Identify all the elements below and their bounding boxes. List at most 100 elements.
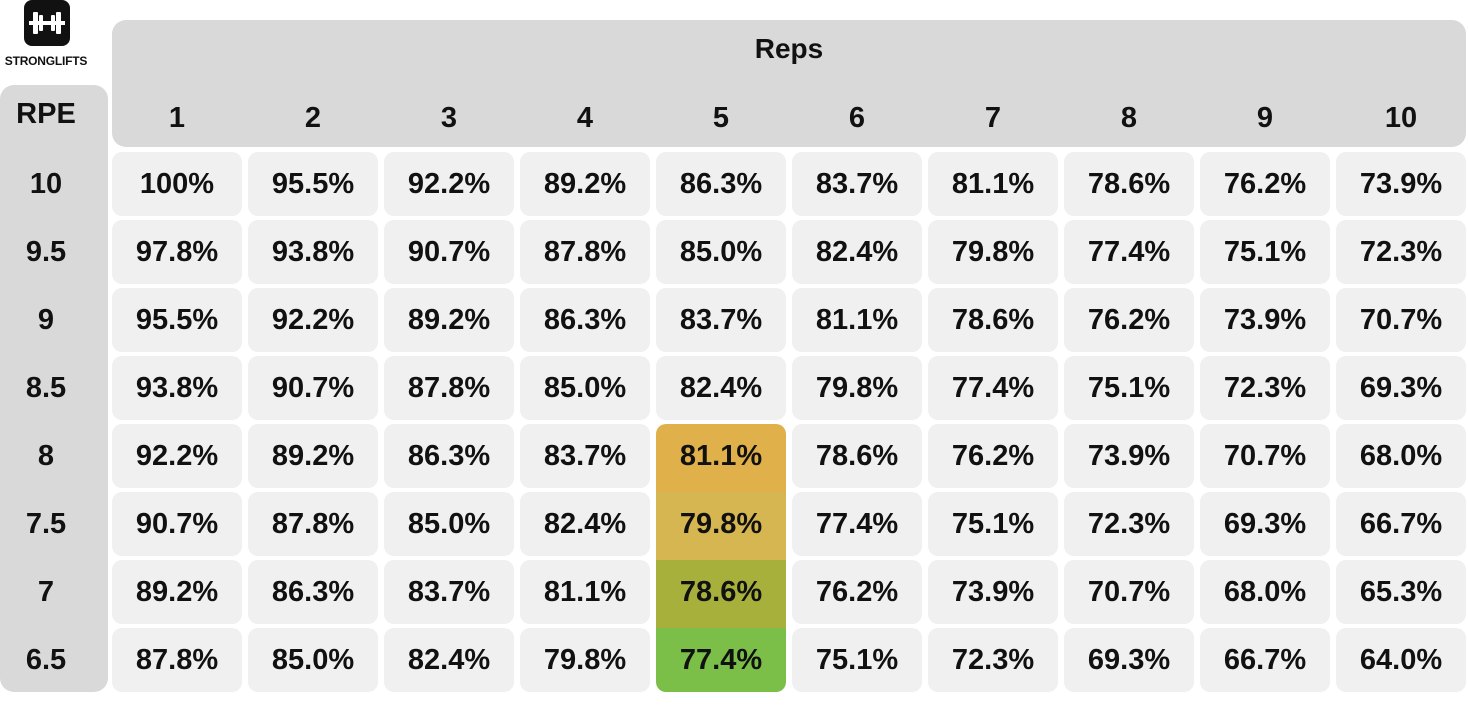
table-cell: 78.6% [1064, 152, 1194, 216]
table-cell: 81.1% [656, 424, 786, 492]
table-cell: 79.8% [928, 220, 1058, 284]
table-cell: 66.7% [1336, 492, 1466, 556]
table-cell: 69.3% [1200, 492, 1330, 556]
column-header: 6 [848, 102, 866, 134]
table-cell: 86.3% [248, 560, 378, 624]
column-header: 9 [1256, 102, 1274, 134]
table-cell: 75.1% [1064, 356, 1194, 420]
row-header: 7.5 [25, 508, 67, 540]
table-cell: 90.7% [112, 492, 242, 556]
row-header: 7 [37, 576, 55, 608]
table-cell: 92.2% [384, 152, 514, 216]
table-cell: 92.2% [248, 288, 378, 352]
table-cell: 65.3% [1336, 560, 1466, 624]
table-cell: 86.3% [384, 424, 514, 488]
table-cell: 89.2% [112, 560, 242, 624]
row-header: 9 [37, 304, 55, 336]
row-header: 10 [29, 168, 63, 200]
column-header: 1 [168, 102, 186, 134]
table-cell: 72.3% [928, 628, 1058, 692]
table-cell: 90.7% [384, 220, 514, 284]
table-cell: 69.3% [1336, 356, 1466, 420]
table-cell: 83.7% [656, 288, 786, 352]
table-cell: 77.4% [792, 492, 922, 556]
table-cell: 87.8% [112, 628, 242, 692]
table-cell: 85.0% [656, 220, 786, 284]
reps-header-panel [112, 20, 1466, 147]
table-cell: 72.3% [1200, 356, 1330, 420]
table-cell: 73.9% [928, 560, 1058, 624]
table-cell: 78.6% [928, 288, 1058, 352]
table-cell: 69.3% [1064, 628, 1194, 692]
table-cell: 73.9% [1200, 288, 1330, 352]
table-cell: 90.7% [248, 356, 378, 420]
table-cell: 85.0% [384, 492, 514, 556]
table-cell: 75.1% [792, 628, 922, 692]
table-cell: 78.6% [656, 560, 786, 628]
table-cell: 64.0% [1336, 628, 1466, 692]
row-header: 8 [37, 440, 55, 472]
table-cell: 72.3% [1336, 220, 1466, 284]
row-header: 8.5 [25, 372, 67, 404]
table-cell: 76.2% [928, 424, 1058, 488]
rpe-title: RPE [16, 98, 76, 130]
column-header: 8 [1120, 102, 1138, 134]
table-cell: 95.5% [112, 288, 242, 352]
table-cell: 87.8% [520, 220, 650, 284]
table-cell: 72.3% [1064, 492, 1194, 556]
table-cell: 83.7% [384, 560, 514, 624]
table-cell: 81.1% [792, 288, 922, 352]
table-cell: 75.1% [1200, 220, 1330, 284]
table-cell: 70.7% [1064, 560, 1194, 624]
table-cell: 70.7% [1336, 288, 1466, 352]
column-header: 3 [440, 102, 458, 134]
table-cell: 73.9% [1336, 152, 1466, 216]
table-cell: 82.4% [792, 220, 922, 284]
table-cell: 79.8% [656, 492, 786, 560]
table-cell: 97.8% [112, 220, 242, 284]
table-cell: 82.4% [384, 628, 514, 692]
table-cell: 95.5% [248, 152, 378, 216]
table-cell: 81.1% [928, 152, 1058, 216]
table-cell: 93.8% [248, 220, 378, 284]
reps-title: Reps [754, 33, 824, 64]
column-header: 10 [1384, 102, 1418, 134]
row-header: 6.5 [25, 644, 67, 676]
table-cell: 77.4% [928, 356, 1058, 420]
table-cell: 89.2% [384, 288, 514, 352]
table-cell: 79.8% [792, 356, 922, 420]
column-header: 7 [984, 102, 1002, 134]
table-cell: 73.9% [1064, 424, 1194, 488]
table-cell: 82.4% [520, 492, 650, 556]
table-cell: 66.7% [1200, 628, 1330, 692]
table-cell: 85.0% [520, 356, 650, 420]
table-cell: 70.7% [1200, 424, 1330, 488]
table-cell: 83.7% [520, 424, 650, 488]
table-cell: 76.2% [1200, 152, 1330, 216]
column-header: 5 [712, 102, 730, 134]
row-header: 9.5 [25, 236, 67, 268]
table-cell: 76.2% [1064, 288, 1194, 352]
table-cell: 93.8% [112, 356, 242, 420]
table-cell: 82.4% [656, 356, 786, 420]
column-header: 4 [576, 102, 594, 134]
column-header: 2 [304, 102, 322, 134]
table-cell: 92.2% [112, 424, 242, 488]
table-cell: 77.4% [656, 628, 786, 692]
table-cell: 85.0% [248, 628, 378, 692]
table-cell: 86.3% [656, 152, 786, 216]
table-cell: 83.7% [792, 152, 922, 216]
rpe-header-panel [0, 85, 108, 692]
barbell-icon [24, 0, 70, 46]
table-cell: 75.1% [928, 492, 1058, 556]
table-cell: 89.2% [520, 152, 650, 216]
table-cell: 79.8% [520, 628, 650, 692]
table-cell: 78.6% [792, 424, 922, 488]
table-cell: 77.4% [1064, 220, 1194, 284]
table-cell: 86.3% [520, 288, 650, 352]
table-cell: 87.8% [248, 492, 378, 556]
table-cell: 89.2% [248, 424, 378, 488]
table-cell: 68.0% [1200, 560, 1330, 624]
table-cell: 76.2% [792, 560, 922, 624]
